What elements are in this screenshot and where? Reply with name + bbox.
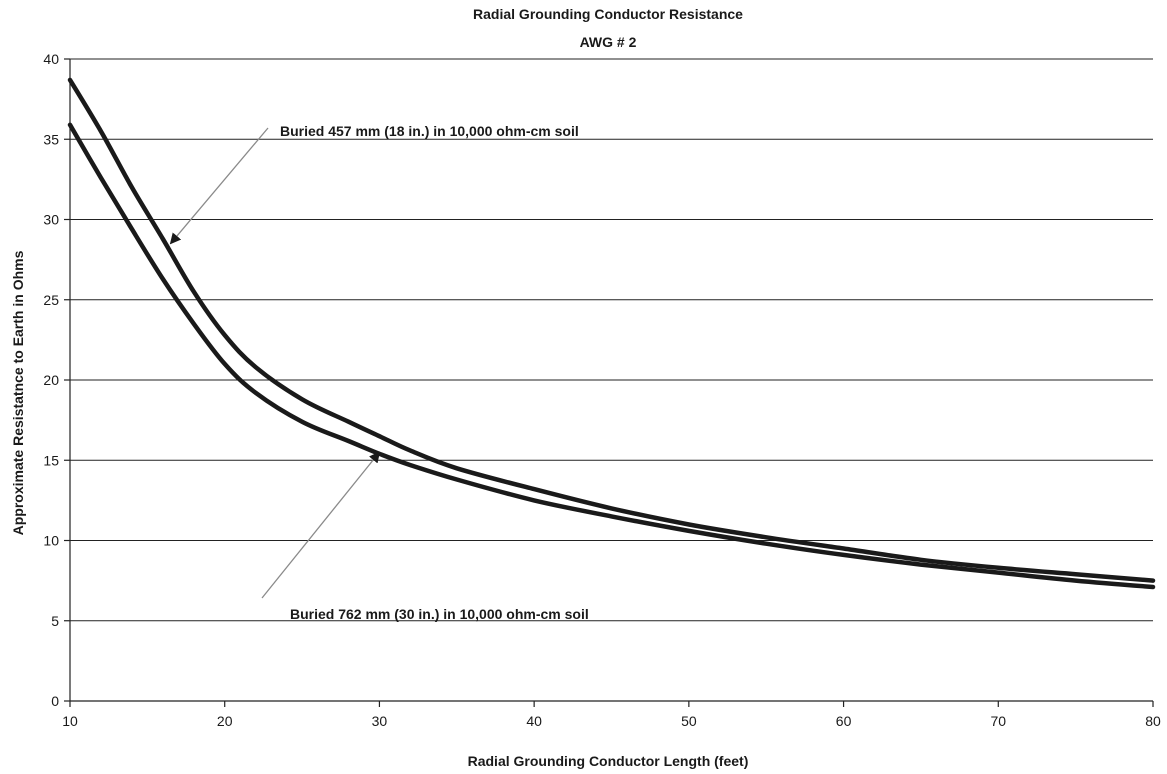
y-tick-label: 5 <box>51 613 59 629</box>
x-tick-label: 70 <box>990 713 1006 729</box>
y-tick-label: 10 <box>43 533 59 549</box>
y-axis-label: Approximate Resistatnce to Earth in Ohms <box>10 250 26 535</box>
annotation-arrow-1 <box>169 127 269 245</box>
x-tick-label: 60 <box>836 713 852 729</box>
y-tick-label: 30 <box>43 212 59 228</box>
x-tick-label: 40 <box>526 713 542 729</box>
y-tick-label: 35 <box>43 131 59 147</box>
grid-lines <box>70 58 1153 622</box>
y-tick-label: 20 <box>43 372 59 388</box>
x-tick-label: 80 <box>1145 713 1161 729</box>
annotation-label-2: Buried 762 mm (30 in.) in 10,000 ohm-cm … <box>290 606 589 622</box>
annotation-label-1: Buried 457 mm (18 in.) in 10,000 ohm-cm … <box>280 123 579 139</box>
annotations: Buried 457 mm (18 in.) in 10,000 ohm-cm … <box>169 123 589 622</box>
x-tick-label: 30 <box>372 713 388 729</box>
x-tick-label: 20 <box>217 713 233 729</box>
y-tick-label: 40 <box>43 51 59 67</box>
series-line-1 <box>67 77 1156 583</box>
x-tick-label: 10 <box>62 713 78 729</box>
y-tick-label: 15 <box>43 452 59 468</box>
y-tick-label: 25 <box>43 292 59 308</box>
annotation-arrow-2 <box>261 451 381 599</box>
x-axis-label: Radial Grounding Conductor Length (feet) <box>468 753 749 769</box>
series-lines <box>67 77 1156 590</box>
y-tick-labels: 0 5 10 15 20 25 30 35 40 <box>43 51 70 709</box>
chart-title: Radial Grounding Conductor Resistance <box>473 6 743 22</box>
x-tick-labels: 10 20 30 40 50 60 70 80 <box>62 701 1161 729</box>
series-line-2 <box>67 122 1156 590</box>
y-tick-label: 0 <box>51 693 59 709</box>
x-tick-label: 50 <box>681 713 697 729</box>
chart-subtitle: AWG # 2 <box>580 34 637 50</box>
